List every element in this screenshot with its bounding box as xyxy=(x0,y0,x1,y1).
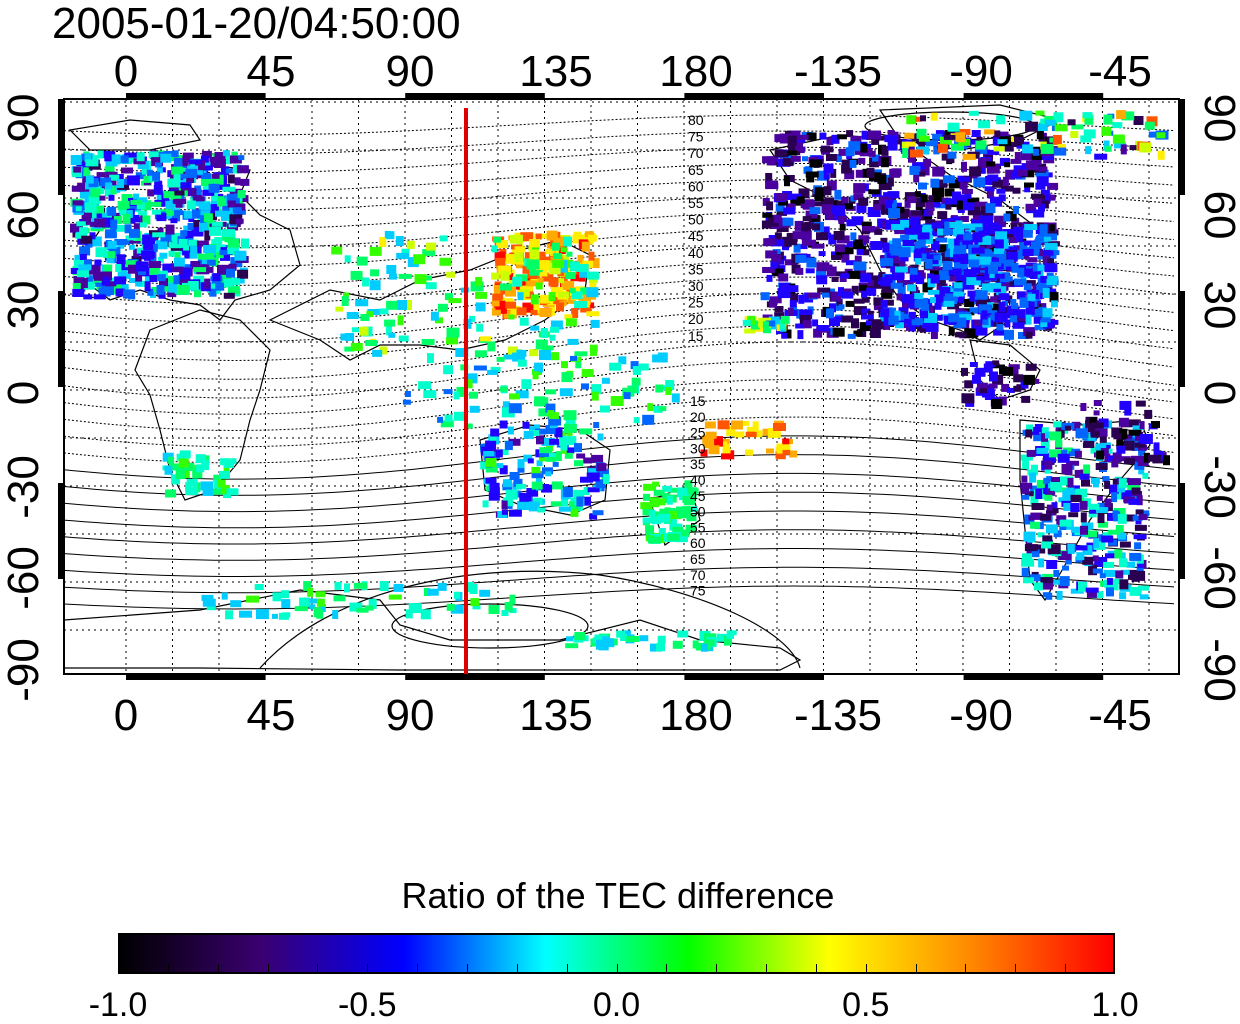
colorbar-tick-label: 0.0 xyxy=(592,986,641,1024)
colorbar-minor-tick xyxy=(167,964,169,974)
contour-label-north: 20 xyxy=(688,311,704,327)
right-axis-label: 30 xyxy=(1195,281,1240,330)
top-axis-label: 45 xyxy=(247,47,296,96)
bottom-axis-label: -90 xyxy=(949,691,1013,740)
left-axis-label: 0 xyxy=(0,381,48,405)
colorbar-minor-tick xyxy=(466,964,468,974)
top-axis-label: 90 xyxy=(386,47,435,96)
contour-label-north: 65 xyxy=(688,162,704,178)
contour-label-south: 20 xyxy=(690,409,706,425)
contour-label-north: 70 xyxy=(688,145,704,161)
left-axis-label: -30 xyxy=(0,455,48,519)
colorbar xyxy=(118,933,1115,974)
top-axis-label: -90 xyxy=(949,47,1013,96)
left-axis-label: 90 xyxy=(0,94,48,143)
contour-labels: 8075706560555045403530252015152025303540… xyxy=(688,112,706,599)
contour-label-south: 70 xyxy=(690,567,706,583)
contour-label-north: 45 xyxy=(688,228,704,244)
axis-labels: 0 45 90 135 180 -135 -90 -450 45 90 135 180 -135 -90-… xyxy=(0,47,1240,740)
colorbar-minor-tick xyxy=(516,964,518,974)
top-axis-label: -45 xyxy=(1088,47,1152,96)
colorbar-minor-tick xyxy=(865,964,867,974)
right-axis-label: -30 xyxy=(1195,455,1240,519)
right-axis-label: 0 xyxy=(1195,381,1240,405)
contour-label-south: 15 xyxy=(690,393,706,409)
left-axis-label: -90 xyxy=(0,638,48,702)
colorbar-minor-tick xyxy=(666,964,668,974)
contour-label-north: 35 xyxy=(688,261,704,277)
colorbar-minor-tick xyxy=(1065,964,1067,974)
colorbar-minor-tick xyxy=(566,964,568,974)
colorbar-minor-tick xyxy=(965,964,967,974)
colorbar-tick-label: 1.0 xyxy=(1091,986,1139,1024)
left-axis-label: 30 xyxy=(0,281,48,330)
right-axis-label: -90 xyxy=(1195,638,1240,702)
contour-label-south: 40 xyxy=(690,472,706,488)
bottom-axis-label: 45 xyxy=(247,691,296,740)
bottom-axis-label: 135 xyxy=(519,691,592,740)
contour-label-south: 30 xyxy=(690,440,706,456)
bottom-axis-label: -135 xyxy=(794,691,882,740)
colorbar-title: Ratio of the TEC difference xyxy=(401,875,835,916)
contour-label-south: 65 xyxy=(690,551,706,567)
bottom-axis-label: 180 xyxy=(659,691,732,740)
contour-label-north: 50 xyxy=(688,212,704,228)
right-axis-label: -60 xyxy=(1195,546,1240,610)
tec-patches xyxy=(70,110,1170,652)
top-axis-label: -135 xyxy=(794,47,882,96)
contour-label-south: 50 xyxy=(690,504,706,520)
colorbar-minor-tick xyxy=(317,964,319,974)
contour-label-north: 55 xyxy=(688,195,704,211)
plot-title: 2005-01-20/04:50:00 xyxy=(52,0,461,48)
colorbar-minor-tick xyxy=(766,964,768,974)
contour-label-north: 30 xyxy=(688,278,704,294)
top-axis-label: 135 xyxy=(519,47,592,96)
right-axis-label: 90 xyxy=(1195,94,1240,143)
colorbar-minor-tick xyxy=(815,964,817,974)
colorbar-tick-label: -0.5 xyxy=(337,986,397,1024)
contour-label-north: 75 xyxy=(688,129,704,145)
contour-label-south: 55 xyxy=(690,519,706,535)
tec-map: 8075706560555045403530252015152025303540… xyxy=(0,47,1240,740)
contour-label-south: 75 xyxy=(690,583,706,599)
contour-label-north: 60 xyxy=(688,178,704,194)
colorbar-tick-label: -1.0 xyxy=(88,986,148,1024)
colorbar-minor-tick xyxy=(716,964,718,974)
map-frame xyxy=(63,98,1180,675)
colorbar-minor-tick xyxy=(915,964,917,974)
colorbar-minor-tick xyxy=(616,964,618,974)
right-axis-label: 60 xyxy=(1195,191,1240,240)
axis-ticks xyxy=(58,93,1185,680)
contour-label-north: 80 xyxy=(688,112,704,128)
colorbar-tick-label: 0.5 xyxy=(842,986,890,1024)
colorbar-minor-tick xyxy=(1015,964,1017,974)
bottom-axis-label: -45 xyxy=(1088,691,1152,740)
top-axis-label: 0 xyxy=(114,47,138,96)
contour-label-south: 60 xyxy=(690,535,706,551)
contour-label-north: 40 xyxy=(688,245,704,261)
contour-label-south: 35 xyxy=(690,456,706,472)
colorbar-minor-tick xyxy=(417,964,419,974)
left-axis-label: -60 xyxy=(0,546,48,610)
top-axis-label: 180 xyxy=(659,47,732,96)
contour-label-south: 45 xyxy=(690,488,706,504)
bottom-axis-label: 0 xyxy=(114,691,138,740)
contour-label-north: 15 xyxy=(688,328,704,344)
colorbar-minor-tick xyxy=(367,964,369,974)
colorbar-minor-tick xyxy=(267,964,269,974)
contour-label-north: 25 xyxy=(688,295,704,311)
left-axis-label: 60 xyxy=(0,191,48,240)
colorbar-minor-tick xyxy=(217,964,219,974)
contour-label-south: 25 xyxy=(690,425,706,441)
bottom-axis-label: 90 xyxy=(386,691,435,740)
